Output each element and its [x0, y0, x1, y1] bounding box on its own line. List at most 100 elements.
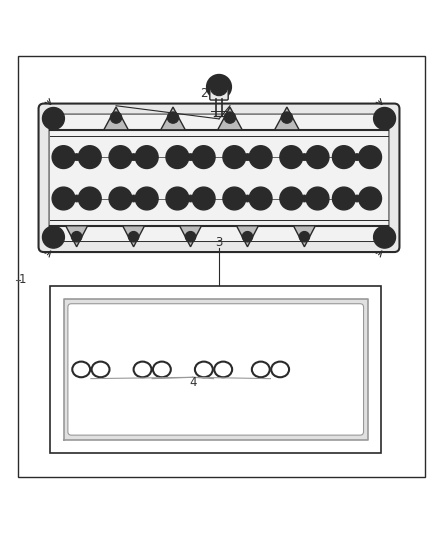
- Circle shape: [87, 196, 92, 201]
- Circle shape: [367, 196, 373, 201]
- Circle shape: [196, 191, 211, 206]
- Circle shape: [192, 146, 215, 168]
- Circle shape: [227, 150, 242, 165]
- Circle shape: [306, 187, 329, 210]
- Circle shape: [379, 231, 390, 243]
- Circle shape: [135, 187, 158, 210]
- Circle shape: [144, 155, 149, 160]
- Circle shape: [48, 113, 59, 124]
- Circle shape: [244, 154, 251, 160]
- Bar: [50, 286, 381, 453]
- Circle shape: [78, 187, 101, 210]
- Circle shape: [280, 187, 303, 210]
- Circle shape: [128, 231, 139, 242]
- Circle shape: [284, 150, 299, 165]
- Circle shape: [113, 150, 128, 165]
- Circle shape: [139, 191, 154, 206]
- Circle shape: [232, 196, 237, 201]
- FancyBboxPatch shape: [49, 114, 389, 241]
- Circle shape: [166, 187, 189, 210]
- Circle shape: [359, 187, 381, 210]
- Ellipse shape: [92, 361, 110, 377]
- Circle shape: [374, 108, 396, 130]
- Circle shape: [61, 155, 66, 160]
- Circle shape: [374, 226, 396, 248]
- Circle shape: [187, 195, 194, 202]
- Circle shape: [301, 195, 308, 202]
- Circle shape: [109, 146, 132, 168]
- Circle shape: [52, 187, 75, 210]
- Circle shape: [130, 195, 137, 202]
- Circle shape: [336, 191, 351, 206]
- Circle shape: [118, 155, 123, 160]
- Circle shape: [196, 150, 211, 165]
- Circle shape: [244, 195, 251, 202]
- Circle shape: [224, 112, 236, 123]
- Circle shape: [207, 75, 231, 99]
- FancyBboxPatch shape: [210, 88, 228, 100]
- Circle shape: [246, 235, 249, 238]
- Circle shape: [299, 231, 310, 242]
- Ellipse shape: [153, 361, 171, 377]
- Circle shape: [242, 231, 253, 242]
- Circle shape: [51, 116, 56, 120]
- Circle shape: [187, 154, 194, 160]
- Ellipse shape: [252, 361, 270, 377]
- Polygon shape: [275, 107, 299, 130]
- Text: 2: 2: [200, 87, 208, 100]
- Circle shape: [310, 150, 325, 165]
- Circle shape: [130, 154, 137, 160]
- Circle shape: [87, 155, 92, 160]
- Polygon shape: [293, 226, 315, 247]
- Circle shape: [201, 155, 206, 160]
- Circle shape: [280, 146, 303, 168]
- Circle shape: [353, 195, 360, 202]
- Circle shape: [73, 195, 80, 202]
- Circle shape: [132, 235, 135, 238]
- Ellipse shape: [271, 361, 289, 377]
- Circle shape: [341, 196, 346, 201]
- Circle shape: [175, 196, 180, 201]
- Circle shape: [382, 116, 387, 120]
- Circle shape: [367, 155, 373, 160]
- Polygon shape: [64, 300, 368, 440]
- Circle shape: [253, 150, 268, 165]
- Circle shape: [75, 235, 78, 238]
- Circle shape: [363, 150, 378, 165]
- Ellipse shape: [214, 361, 232, 377]
- Circle shape: [315, 196, 320, 201]
- Circle shape: [110, 112, 122, 123]
- Circle shape: [166, 146, 189, 168]
- Circle shape: [232, 155, 237, 160]
- Circle shape: [139, 150, 154, 165]
- Circle shape: [249, 187, 272, 210]
- Circle shape: [228, 115, 232, 120]
- Circle shape: [170, 150, 185, 165]
- Ellipse shape: [195, 361, 213, 377]
- Circle shape: [56, 191, 71, 206]
- Circle shape: [189, 235, 192, 238]
- Circle shape: [48, 231, 59, 243]
- Circle shape: [73, 154, 80, 160]
- Circle shape: [109, 187, 132, 210]
- Circle shape: [289, 155, 294, 160]
- Circle shape: [51, 235, 56, 239]
- Text: 1: 1: [19, 273, 27, 286]
- Polygon shape: [66, 226, 88, 247]
- Circle shape: [285, 115, 289, 120]
- Polygon shape: [104, 107, 128, 130]
- Circle shape: [42, 108, 64, 130]
- Circle shape: [42, 226, 64, 248]
- Circle shape: [379, 113, 390, 124]
- FancyBboxPatch shape: [39, 103, 399, 252]
- Circle shape: [167, 112, 179, 123]
- Circle shape: [353, 154, 360, 160]
- Polygon shape: [180, 226, 201, 247]
- Ellipse shape: [134, 361, 152, 377]
- Circle shape: [341, 155, 346, 160]
- Circle shape: [253, 191, 268, 206]
- Circle shape: [363, 191, 378, 206]
- Circle shape: [382, 235, 387, 239]
- Circle shape: [214, 82, 224, 92]
- Polygon shape: [161, 107, 185, 130]
